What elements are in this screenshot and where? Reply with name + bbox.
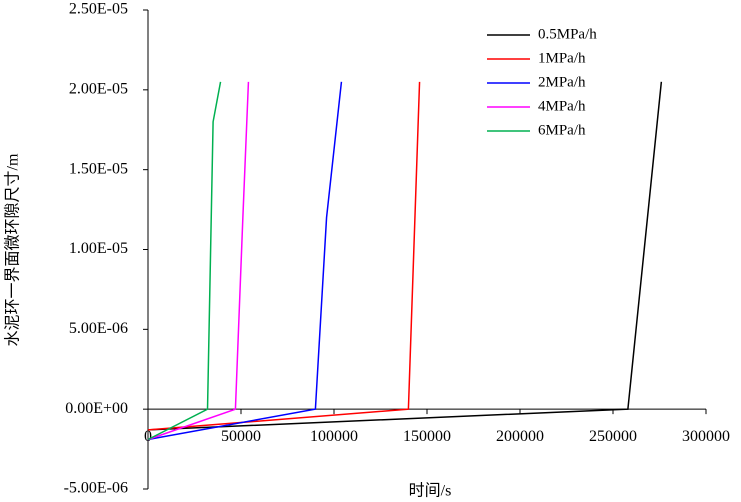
- line: [147, 81, 222, 441]
- line: [147, 81, 343, 441]
- y-tick-label: 5.00E-06: [69, 320, 128, 337]
- line: [147, 81, 663, 431]
- y-tick-label: 2.50E-05: [69, 1, 128, 18]
- line: [147, 81, 250, 441]
- y-tick-label: 1.50E-05: [69, 160, 128, 177]
- x-tick-label: 50000: [221, 428, 261, 445]
- x-tick-label: 300000: [682, 428, 730, 445]
- legend-label: 1MPa/h: [538, 50, 586, 66]
- x-tick-label: 150000: [403, 428, 451, 445]
- y-tick-label: 0.00E+00: [65, 400, 128, 417]
- y-tick-label: -5.00E-06: [64, 480, 128, 497]
- legend-label: 4MPa/h: [538, 98, 586, 114]
- line: [147, 81, 421, 431]
- x-tick-label: 200000: [496, 428, 544, 445]
- legend-label: 6MPa/h: [538, 122, 586, 138]
- y-axis-label: 水泥环一界面微环隙尺寸/m: [4, 153, 22, 346]
- y-tick-label: 2.00E-05: [69, 81, 128, 98]
- x-tick-label: 100000: [310, 428, 358, 445]
- legend-label: 0.5MPa/h: [538, 26, 597, 42]
- x-tick-label: 250000: [589, 428, 637, 445]
- x-tick-label: 0: [144, 428, 152, 445]
- x-axis-label: 时间/s: [409, 482, 452, 500]
- y-tick-label: 1.00E-05: [69, 240, 128, 257]
- legend-label: 2MPa/h: [538, 74, 586, 90]
